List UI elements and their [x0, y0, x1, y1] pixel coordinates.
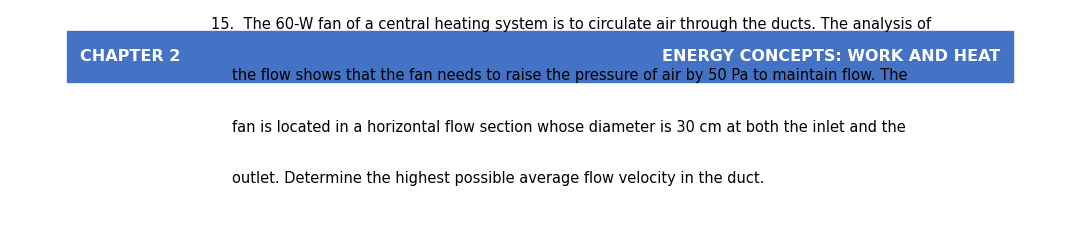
Text: 15.  The 60-W fan of a central heating system is to circulate air through the du: 15. The 60-W fan of a central heating sy… [211, 17, 931, 32]
Bar [67, 31, 1013, 82]
Text: ENERGY CONCEPTS: WORK AND HEAT: ENERGY CONCEPTS: WORK AND HEAT [662, 49, 1000, 64]
Text: fan is located in a horizontal flow section whose diameter is 30 cm at both the : fan is located in a horizontal flow sect… [232, 120, 906, 135]
Text: the flow shows that the fan needs to raise the pressure of air by 50 Pa to maint: the flow shows that the fan needs to rai… [232, 68, 907, 83]
Text: outlet. Determine the highest possible average flow velocity in the duct.: outlet. Determine the highest possible a… [232, 171, 765, 186]
Text: CHAPTER 2: CHAPTER 2 [80, 49, 180, 64]
